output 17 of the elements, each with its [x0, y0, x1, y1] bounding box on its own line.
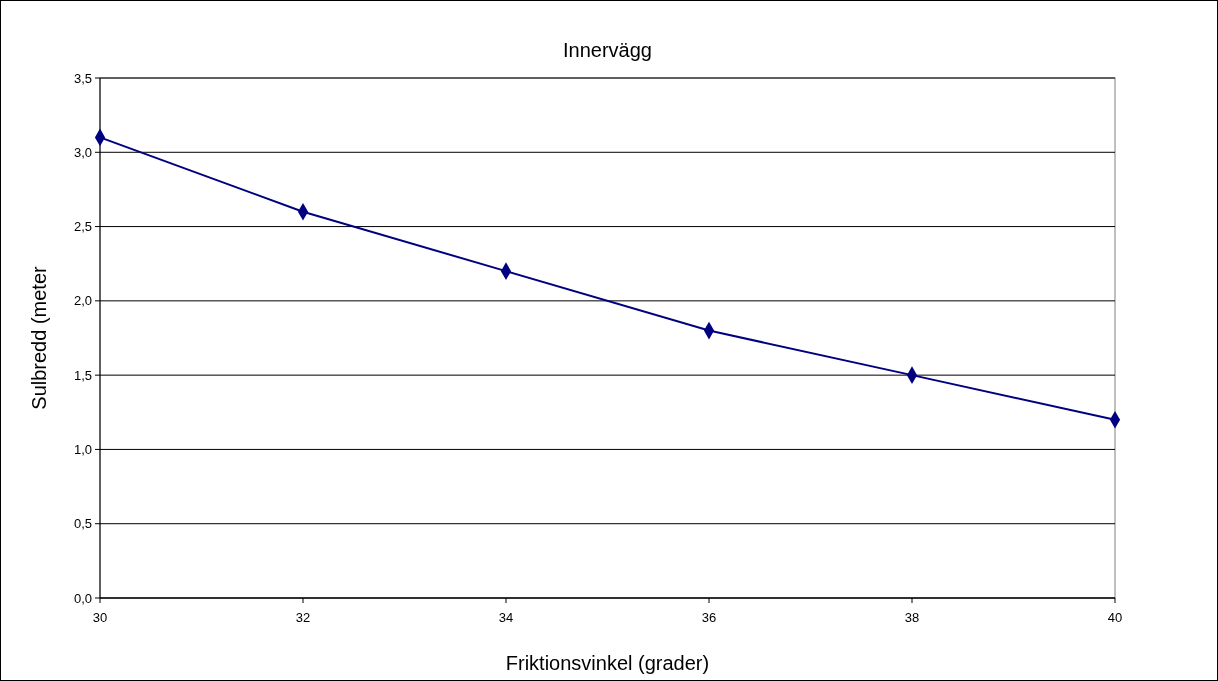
- x-tick-label: 34: [498, 610, 514, 625]
- x-tick-label: 32: [295, 610, 311, 625]
- y-axis-title: Sulbredd (meter: [28, 265, 50, 410]
- x-tick-label: 36: [701, 610, 717, 625]
- y-tick-label: 2,0: [73, 293, 92, 309]
- y-tick-label: 0,5: [73, 516, 92, 532]
- y-tick-label: 1,5: [73, 367, 92, 383]
- x-tick-label: 30: [92, 610, 108, 625]
- y-tick-label: 0,0: [73, 590, 92, 606]
- y-tick-label: 3,5: [73, 70, 92, 86]
- chart-title: Innervägg: [563, 39, 652, 61]
- y-tick-label: 1,0: [73, 441, 92, 457]
- x-tick-label: 40: [1107, 610, 1123, 625]
- y-tick-label: 2,5: [73, 219, 92, 235]
- x-tick-label: 38: [904, 610, 920, 625]
- x-axis-title: Friktionsvinkel (grader): [505, 652, 710, 674]
- y-tick-label: 3,0: [73, 144, 92, 160]
